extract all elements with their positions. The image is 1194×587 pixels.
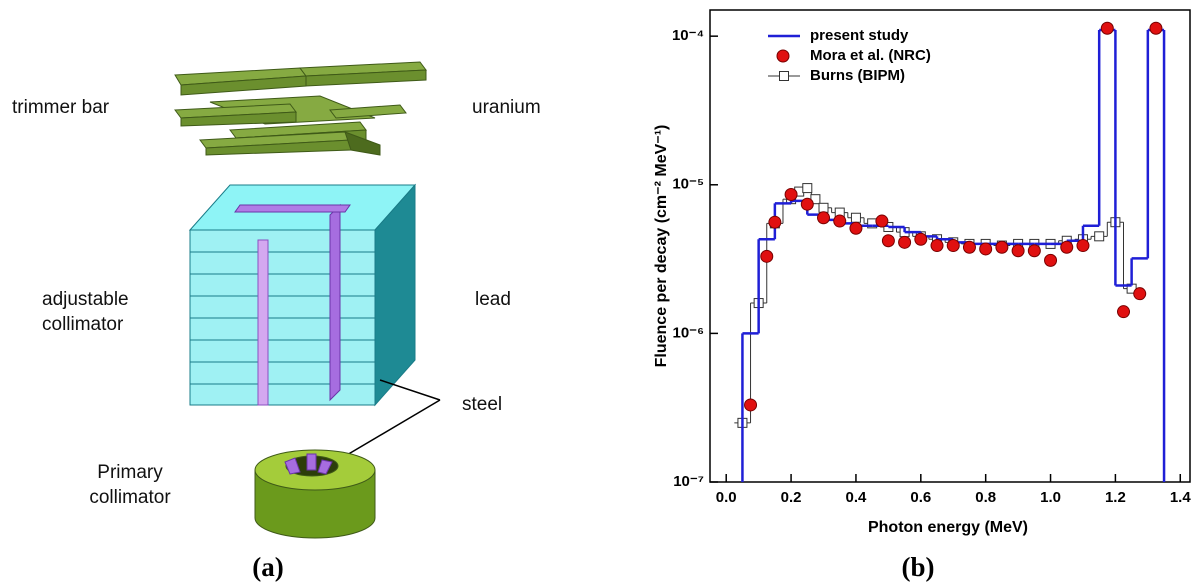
marker — [931, 240, 943, 252]
marker — [899, 236, 911, 248]
marker — [1134, 288, 1146, 300]
x-tick-label: 1.4 — [1170, 489, 1192, 506]
y-tick-label: 10⁻⁴ — [672, 27, 704, 44]
caption: (b) — [902, 552, 935, 582]
legend-label: present study — [810, 27, 909, 44]
label: steel — [462, 394, 502, 415]
y-tick-label: 10⁻⁷ — [673, 473, 704, 490]
chart: Photon energy (MeV) Fluence per decay (c… — [653, 10, 1191, 536]
legend-label: Burns (BIPM) — [810, 67, 905, 84]
y-axis-label: Fluence per decay (cm⁻² MeV⁻¹) — [653, 125, 670, 368]
x-tick-label: 0.6 — [910, 489, 931, 506]
diagram: trimmer bar uranium adjustable collimato… — [12, 62, 541, 582]
marker — [963, 241, 975, 253]
x-tick-label: 0.4 — [846, 489, 868, 506]
marker — [996, 241, 1008, 253]
label: collimator — [89, 487, 171, 508]
marker — [785, 189, 797, 201]
marker — [801, 198, 813, 210]
label: uranium — [472, 97, 541, 118]
x-tick-label: 0.0 — [716, 489, 737, 506]
y-tick-label: 10⁻⁵ — [672, 176, 704, 193]
marker — [882, 235, 894, 247]
x-axis-label: Photon energy (MeV) — [868, 519, 1028, 536]
marker — [1095, 232, 1104, 241]
legend-marker — [780, 72, 789, 81]
marker — [818, 212, 830, 224]
marker — [1077, 240, 1089, 252]
legend-label: Mora et al. (NRC) — [810, 47, 931, 64]
marker — [1012, 245, 1024, 257]
marker — [769, 216, 781, 228]
label: trimmer bar — [12, 97, 110, 118]
marker — [851, 213, 860, 222]
marker — [819, 203, 828, 212]
marker — [850, 222, 862, 234]
y-tick-label: 10⁻⁶ — [672, 324, 704, 341]
marker — [1150, 22, 1162, 34]
figure: trimmer bar uranium adjustable collimato… — [0, 0, 1194, 587]
marker — [876, 215, 888, 227]
label: collimator — [42, 314, 124, 335]
marker — [834, 215, 846, 227]
marker — [980, 243, 992, 255]
marker — [1061, 241, 1073, 253]
marker — [761, 250, 773, 262]
label: lead — [475, 289, 511, 310]
marker — [745, 399, 757, 411]
marker — [947, 240, 959, 252]
x-tick-label: 1.0 — [1040, 489, 1061, 506]
marker — [803, 184, 812, 193]
label: adjustable — [42, 289, 129, 310]
marker — [1028, 245, 1040, 257]
marker — [1118, 306, 1130, 318]
label: Primary — [97, 462, 163, 483]
legend-marker — [777, 50, 789, 62]
marker — [915, 233, 927, 245]
x-tick-label: 0.8 — [975, 489, 996, 506]
caption: (a) — [252, 552, 283, 582]
x-tick-label: 1.2 — [1105, 489, 1126, 506]
marker — [1045, 254, 1057, 266]
marker — [1101, 22, 1113, 34]
x-tick-label: 0.2 — [781, 489, 802, 506]
